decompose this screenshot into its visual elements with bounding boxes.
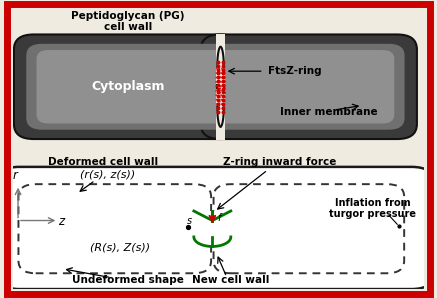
FancyBboxPatch shape bbox=[14, 35, 240, 139]
Text: Inflation from
turgor pressure: Inflation from turgor pressure bbox=[329, 198, 416, 219]
Text: Peptidoglycan (PG)
cell wall: Peptidoglycan (PG) cell wall bbox=[71, 11, 185, 32]
Text: s: s bbox=[187, 216, 192, 226]
FancyBboxPatch shape bbox=[0, 167, 434, 289]
Text: z: z bbox=[59, 215, 65, 228]
FancyBboxPatch shape bbox=[26, 44, 236, 130]
Text: (R(s), Z(s)): (R(s), Z(s)) bbox=[90, 242, 150, 252]
Text: Deformed cell wall: Deformed cell wall bbox=[49, 157, 159, 167]
FancyBboxPatch shape bbox=[37, 50, 232, 123]
Bar bbox=[194, 211, 231, 246]
Text: Inner membrane: Inner membrane bbox=[280, 107, 378, 117]
FancyBboxPatch shape bbox=[201, 35, 417, 139]
Text: Undeformed shape: Undeformed shape bbox=[72, 275, 184, 285]
Bar bbox=[216, 34, 225, 140]
Text: r: r bbox=[13, 169, 17, 182]
Text: Cytoplasm: Cytoplasm bbox=[91, 80, 165, 93]
Text: New cell wall: New cell wall bbox=[192, 275, 270, 285]
FancyBboxPatch shape bbox=[209, 50, 394, 123]
Text: (r(s), z(s)): (r(s), z(s)) bbox=[80, 169, 135, 179]
Text: Z-ring inward force: Z-ring inward force bbox=[223, 157, 337, 167]
FancyBboxPatch shape bbox=[205, 44, 405, 130]
Text: FtsZ-ring: FtsZ-ring bbox=[268, 66, 322, 76]
Text: f: f bbox=[217, 213, 221, 223]
